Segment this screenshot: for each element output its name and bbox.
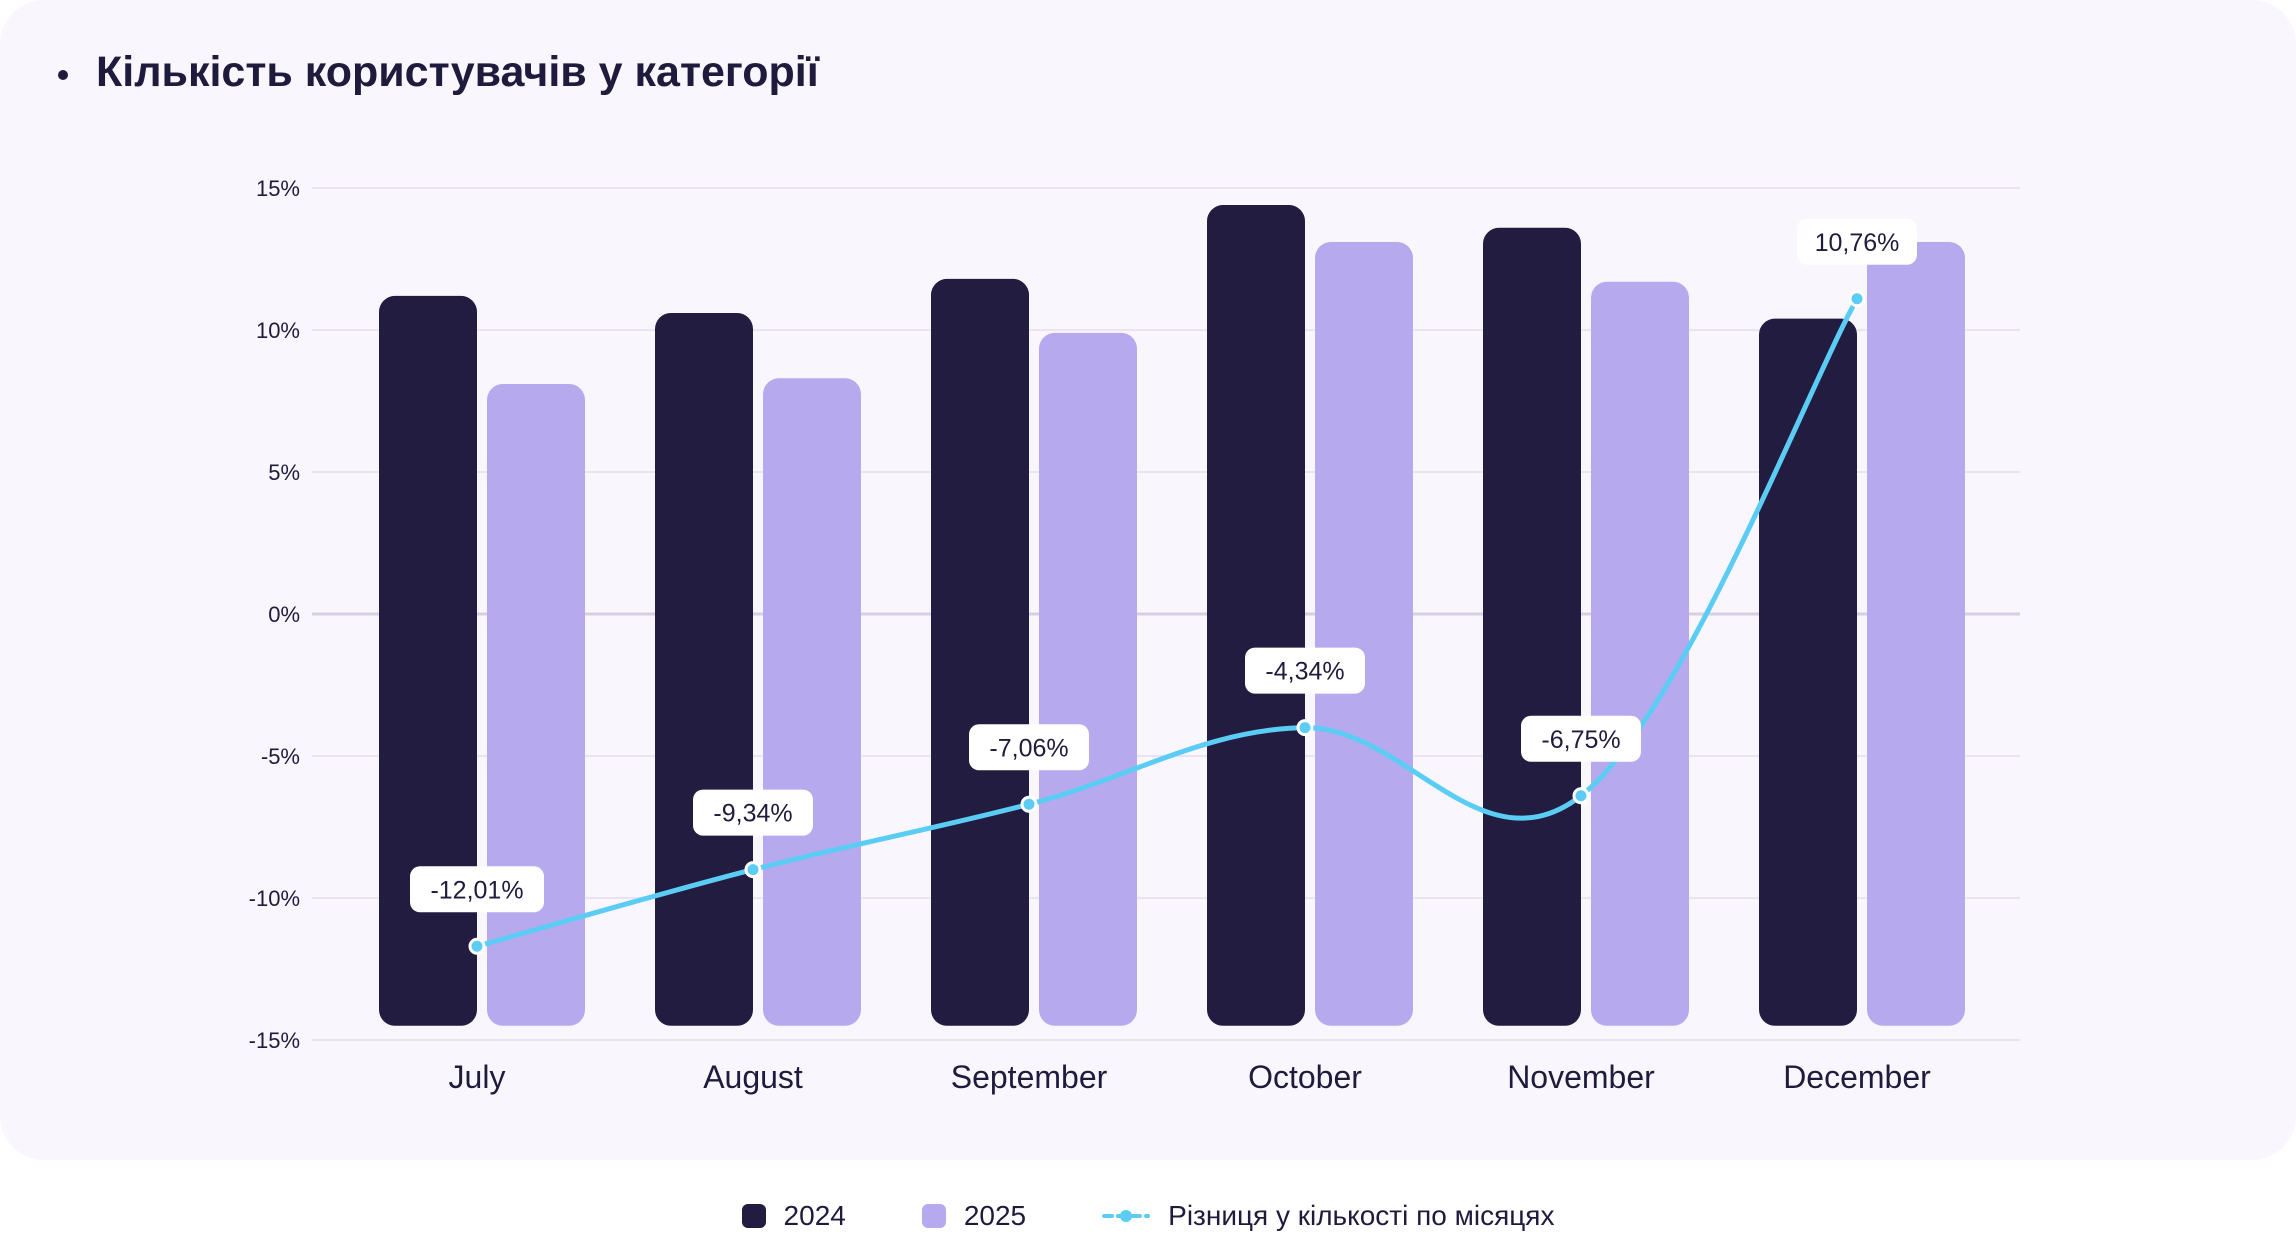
difference-point — [468, 937, 486, 955]
difference-point — [1572, 787, 1590, 805]
x-tick-label: October — [1248, 1059, 1362, 1095]
difference-point — [1020, 795, 1038, 813]
data-label: -12,01% — [430, 876, 523, 904]
bar-2025-july — [487, 383, 585, 1026]
bar-2024-october — [1207, 205, 1305, 1026]
y-tick-label: -5% — [261, 744, 300, 769]
bar-2025-december — [1867, 241, 1965, 1026]
grid-layer — [312, 187, 2020, 1041]
legend-label: Різниця у кількості по місяцях — [1168, 1200, 1555, 1231]
chart-svg: 15% 10% 5% 0% -5% -10% -15% -12,01% -9,34% -7,06… — [249, 176, 2020, 1095]
y-tick-label: 0% — [268, 602, 300, 627]
bar-2024-december — [1759, 318, 1857, 1026]
data-label-box — [1797, 218, 1917, 265]
bar-2024-august — [655, 312, 753, 1026]
chart-title: Кількість користувачів у категорії — [96, 48, 819, 96]
bar-2024-july — [379, 295, 477, 1026]
difference-point — [1848, 290, 1866, 308]
y-tick-label: 10% — [256, 318, 300, 343]
bar-2024-september — [931, 278, 1029, 1026]
bar-2025-october — [1315, 241, 1413, 1026]
bar-2025-august — [763, 378, 861, 1026]
data-label: 10,76% — [1815, 229, 1900, 257]
x-tick-label: December — [1783, 1059, 1931, 1095]
data-label-box — [1521, 715, 1641, 762]
legend-line-icon — [1102, 1210, 1151, 1222]
legend-item: Різниця у кількості по місяцях — [1102, 1200, 1554, 1232]
x-tick-label: August — [703, 1059, 803, 1095]
x-axis-labels: July August September October November Decemb… — [449, 1059, 1932, 1095]
data-label: -6,75% — [1541, 726, 1620, 754]
x-tick-label: November — [1507, 1059, 1655, 1095]
difference-point — [1296, 719, 1314, 737]
y-tick-label: 5% — [268, 460, 300, 485]
legend-label: 2025 — [963, 1200, 1027, 1231]
bar-2025-september — [1039, 332, 1137, 1026]
y-tick-label: -15% — [249, 1028, 300, 1053]
data-label-box — [1245, 647, 1365, 694]
bar-2025-november — [1591, 281, 1689, 1026]
data-label: -7,06% — [989, 734, 1068, 762]
legend-label: 2024 — [783, 1200, 846, 1231]
data-label: -4,34% — [1265, 658, 1344, 686]
legend: 2024 2025 Різниця у кількості по місяцях — [0, 1200, 2296, 1232]
y-axis-ticks: 15% 10% 5% 0% -5% -10% -15% — [249, 176, 300, 1053]
legend-item: 2024 — [741, 1200, 846, 1232]
legend-item: 2025 — [921, 1200, 1027, 1232]
y-tick-label: -10% — [249, 886, 300, 911]
data-label-box — [693, 789, 813, 836]
bar-2024-november — [1483, 227, 1581, 1026]
data-label-box — [410, 866, 544, 913]
x-tick-label: September — [951, 1059, 1108, 1095]
legend-swatch — [741, 1204, 766, 1228]
data-label: -9,34% — [713, 800, 792, 828]
line-layer: -12,01% -9,34% -7,06% -4,34% -6,75% 10,76% — [410, 218, 1917, 955]
bar-layer — [379, 205, 1965, 1026]
title-bullet — [58, 69, 68, 80]
data-label-box — [969, 724, 1089, 771]
legend-swatch — [921, 1204, 946, 1228]
difference-point — [744, 861, 762, 879]
y-tick-label: 15% — [256, 176, 300, 201]
x-tick-label: July — [449, 1059, 506, 1095]
title-row: Кількість користувачів у категорії — [58, 48, 819, 97]
